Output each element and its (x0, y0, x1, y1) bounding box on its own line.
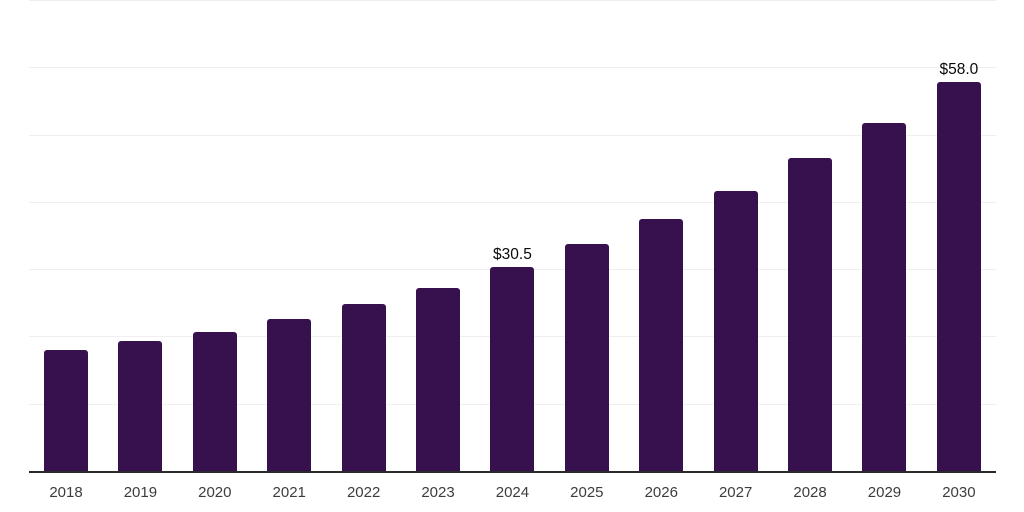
bar-column-2028 (788, 1, 833, 472)
x-tick-2027: 2027 (718, 484, 753, 501)
bar-2022 (341, 303, 386, 472)
bar-2018 (44, 350, 88, 472)
x-tick-2022: 2022 (346, 484, 381, 501)
bar-column-2023 (416, 1, 461, 472)
bar-column-2018 (44, 1, 88, 472)
bar-2020 (192, 332, 237, 472)
gridline-60 (29, 67, 996, 69)
bar-2027 (713, 190, 758, 472)
bar-column-2027 (713, 1, 758, 472)
x-axis-line (29, 471, 996, 473)
bar-column-2022 (341, 1, 386, 472)
bar-2023 (416, 288, 461, 472)
bar-2026 (639, 219, 684, 472)
gridline-50 (29, 134, 996, 136)
bar-column-2026 (639, 1, 684, 472)
bar-column-2025 (564, 1, 609, 472)
bar-2019 (118, 340, 163, 472)
x-tick-2029: 2029 (867, 484, 902, 501)
bar-2025 (564, 243, 609, 472)
bar-column-2030: $58.0 (936, 1, 981, 472)
bar-column-2024: $30.5 (490, 1, 535, 472)
bar-column-2020 (192, 1, 237, 472)
bar-2021 (267, 318, 312, 472)
data-label-2024: $30.5 (493, 245, 532, 263)
bar-column-2021 (267, 1, 312, 472)
x-tick-2028: 2028 (793, 484, 827, 501)
x-tick-2025: 2025 (570, 484, 604, 501)
x-tick-2030: 2030 (942, 484, 976, 501)
plot-area: $30.5 $58.0 (29, 0, 996, 473)
x-tick-2023: 2023 (421, 484, 455, 501)
x-tick-2019: 2019 (123, 484, 158, 501)
x-axis-labels: 2018 2019 2020 2021 2022 2023 2024 2025 2026 2027… (29, 484, 996, 501)
gridline-40 (29, 201, 996, 203)
gridline-70 (29, 0, 996, 1)
bar-column-2019 (118, 1, 163, 472)
bar-2029 (862, 122, 907, 472)
x-tick-2026: 2026 (644, 484, 678, 501)
bars-container: $30.5 $58.0 (29, 1, 996, 472)
bar-column-2029 (862, 1, 907, 472)
bar-2028 (788, 158, 833, 472)
bar-2024 (490, 266, 535, 472)
x-tick-2021: 2021 (272, 484, 306, 501)
bar-2030 (936, 81, 981, 472)
x-tick-2020: 2020 (198, 484, 232, 501)
data-label-2030: $58.0 (939, 60, 979, 78)
x-tick-2024: 2024 (495, 484, 530, 501)
x-tick-2018: 2018 (49, 484, 83, 501)
